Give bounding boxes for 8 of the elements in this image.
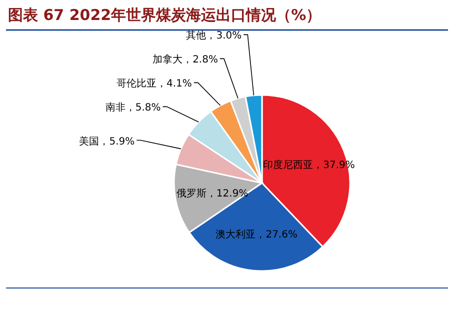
slice-label: 美国，5.9% [79,135,135,148]
slice-label: 其他，3.0% [186,30,242,42]
slice-label: 俄罗斯，12.9% [176,188,248,200]
chart-title: 图表 67 2022年世界煤炭海运出口情况（%） [8,6,322,24]
slice-label: 南非，5.8% [105,102,161,114]
slice-label: 澳大利亚，27.6% [216,228,298,240]
slice-label: 哥伦比亚，4.1% [116,78,192,90]
slice-label: 加拿大，2.8% [152,54,218,66]
